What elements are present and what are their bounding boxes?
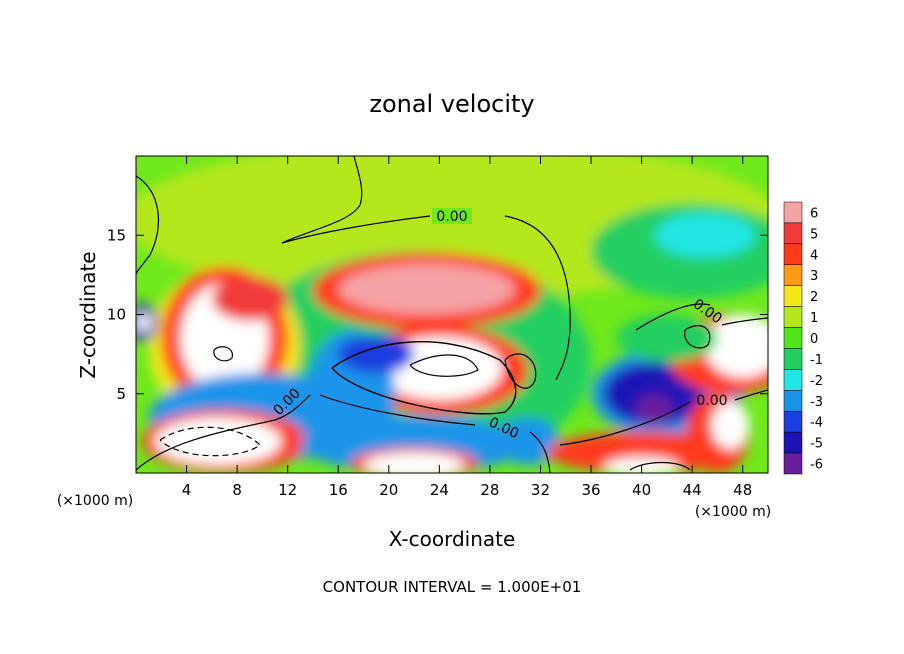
field-region [363, 452, 465, 473]
field-region [635, 393, 674, 426]
x-tick-label: 20 [379, 481, 398, 499]
x-tick-label: 48 [733, 481, 752, 499]
field-region [496, 417, 560, 466]
colorbar-label: 3 [810, 269, 818, 284]
colorbar-swatch [783, 264, 803, 286]
colorbar: 6 5 4 3 2 1 0 -1 -2 -3 -4 -5 -6 [783, 201, 823, 475]
contour-label: 0.00 [696, 393, 727, 409]
zero-contours [136, 156, 768, 473]
colorbar-label: -6 [810, 458, 823, 473]
contour-line [213, 346, 234, 362]
x-tick-label: 4 [182, 481, 192, 499]
chart-title: zonal velocity [369, 90, 534, 118]
x-tick-label: 8 [232, 481, 242, 499]
x-tick-label: 44 [683, 481, 702, 499]
colorbar-label: -2 [810, 374, 823, 389]
colorbar-swatch [783, 243, 803, 266]
contour-line [331, 341, 517, 415]
colorbar-swatch [783, 369, 803, 391]
field-region [338, 335, 415, 374]
velocity-field [136, 156, 768, 473]
colorbar-label: 6 [810, 206, 818, 221]
x-tick-label: 28 [480, 481, 499, 499]
contour-line [159, 426, 261, 457]
x-axis-label: X-coordinate [389, 527, 516, 551]
colorbar-label: 5 [810, 227, 818, 242]
field-region [211, 276, 288, 321]
field-region [654, 213, 756, 258]
contour-line [409, 354, 479, 377]
contour-label-bg [432, 208, 472, 224]
colorbar-swatch [783, 390, 803, 412]
contour-line [281, 156, 363, 244]
contour-line [136, 175, 160, 276]
field-region [154, 417, 282, 466]
y-axis-label: Z-coordinate [76, 251, 100, 378]
x-tick-label: 24 [430, 481, 449, 499]
y-tick-label: 15 [107, 226, 126, 244]
colorbar-swatch [783, 285, 803, 307]
colorbar-label: 1 [810, 311, 818, 326]
x-units-label-right: (×1000 m) [695, 504, 771, 520]
contour-line [319, 394, 551, 473]
contour-interval-footer: CONTOUR INTERVAL = 1.000E+01 [323, 578, 582, 596]
x-axis: 4 8 12 16 20 24 28 32 36 40 44 48 [182, 156, 752, 499]
x-tick-label: 16 [329, 481, 348, 499]
colorbar-swatch [783, 201, 803, 224]
y-tick-label: 10 [107, 306, 126, 324]
contour-line [635, 303, 768, 331]
contour-label: 0.00 [436, 209, 467, 225]
y-tick-label: 5 [116, 385, 126, 403]
colorbar-swatch [783, 348, 803, 370]
contour-line [629, 461, 691, 471]
colorbar-label: -1 [810, 353, 823, 368]
contour-line [504, 353, 537, 389]
x-tick-label: 12 [278, 481, 297, 499]
contour-line [559, 389, 768, 446]
colorbar-swatch [783, 452, 803, 475]
field-region [338, 263, 516, 315]
x-tick-label: 36 [581, 481, 600, 499]
field-region [704, 314, 768, 378]
x-tick-label: 40 [632, 481, 651, 499]
colorbar-label: -5 [810, 437, 823, 452]
colorbar-swatch [783, 327, 803, 349]
colorbar-label: 0 [810, 332, 818, 347]
colorbar-label: -4 [810, 416, 823, 431]
colorbar-swatch [783, 431, 803, 454]
field-region [136, 312, 152, 332]
contour-line [136, 394, 311, 471]
plot-area: 0.00 0.00 0.00 0.00 0.00 [136, 156, 768, 473]
colorbar-label: 4 [810, 248, 818, 263]
colorbar-swatch [783, 306, 803, 328]
colorbar-label: -3 [810, 395, 823, 410]
colorbar-label: 2 [810, 290, 818, 305]
colorbar-swatch [783, 222, 803, 245]
contour-line [684, 325, 711, 349]
field-region [616, 314, 718, 363]
colorbar-swatch [783, 410, 803, 433]
field-region [711, 401, 750, 450]
x-tick-label: 32 [531, 481, 550, 499]
y-axis: 5 10 15 [107, 226, 768, 403]
x-units-label-left: (×1000 m) [57, 493, 133, 509]
contour-line [281, 215, 571, 381]
